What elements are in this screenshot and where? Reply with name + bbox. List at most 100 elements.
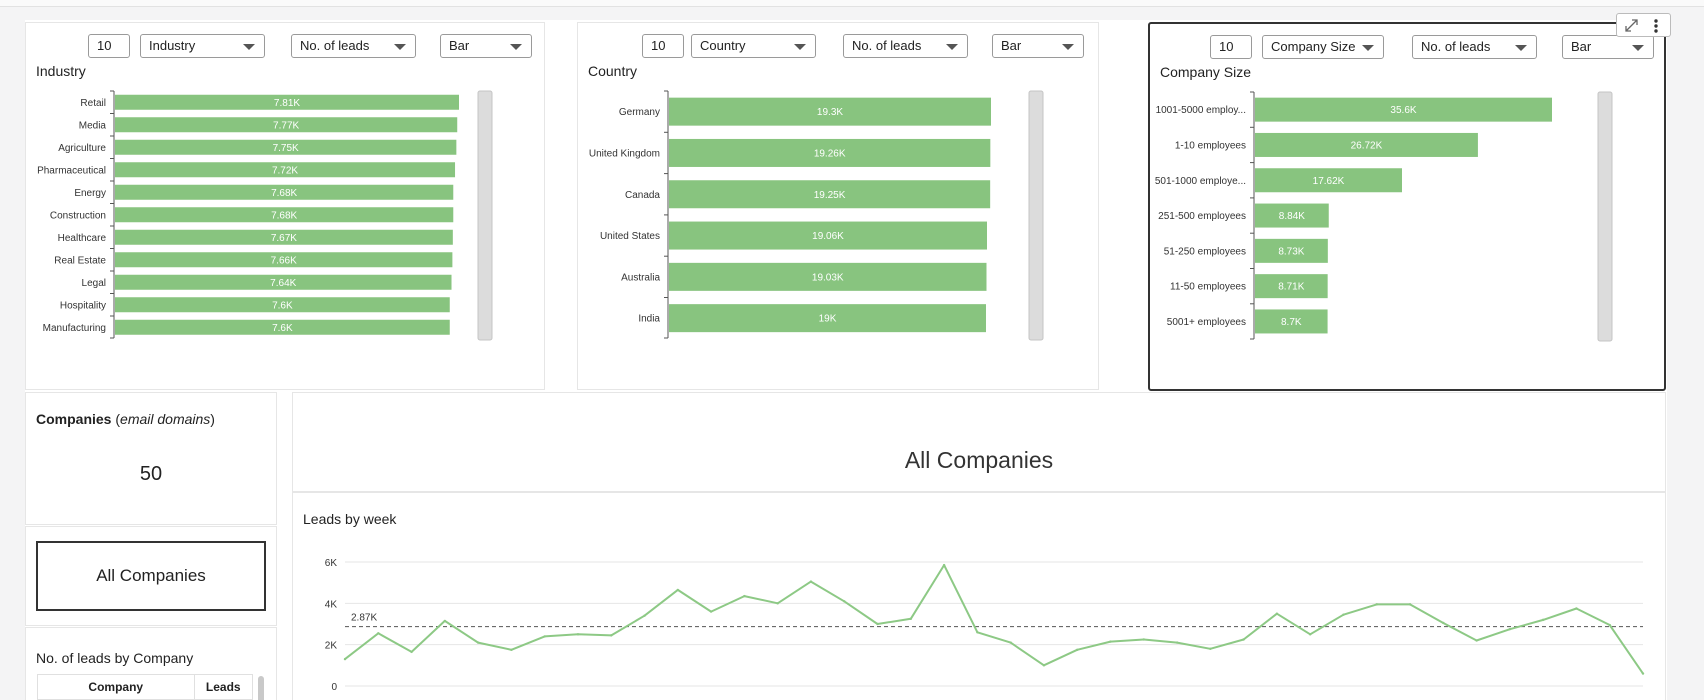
bar[interactable] <box>115 252 453 268</box>
data-point[interactable] <box>543 635 546 638</box>
data-point[interactable] <box>476 641 480 644</box>
data-point[interactable] <box>776 602 779 605</box>
data-point[interactable] <box>876 622 879 626</box>
category-label: 1001-5000 employ... <box>1156 105 1246 116</box>
bar[interactable] <box>669 180 991 209</box>
data-point[interactable] <box>1442 621 1445 625</box>
limit-input[interactable]: 10 <box>1210 35 1252 59</box>
data-point[interactable] <box>1475 639 1478 642</box>
data-point[interactable] <box>676 588 680 592</box>
chart-type-select[interactable]: Bar <box>440 34 532 58</box>
data-point[interactable] <box>576 633 580 636</box>
bar[interactable] <box>115 229 453 245</box>
data-point[interactable] <box>942 563 946 567</box>
data-point[interactable] <box>1308 633 1312 636</box>
country-chart-panel: 10 Country No. of leads Bar Country Germ… <box>577 22 1099 390</box>
y-tick-label: 6K <box>325 558 338 569</box>
dimension-select[interactable]: Country <box>691 34 816 58</box>
data-point[interactable] <box>1042 664 1046 667</box>
measure-select[interactable]: No. of leads <box>1412 35 1537 59</box>
data-point[interactable] <box>1342 613 1345 616</box>
bar[interactable] <box>669 221 987 250</box>
data-point[interactable] <box>1142 638 1145 641</box>
bar[interactable] <box>115 274 452 290</box>
data-point[interactable] <box>410 650 413 654</box>
bar[interactable] <box>115 117 458 133</box>
data-point[interactable] <box>377 632 380 635</box>
chart-type-select[interactable]: Bar <box>1562 35 1654 59</box>
data-point[interactable] <box>1076 648 1079 652</box>
chevron-down-icon <box>946 44 958 50</box>
leads-by-company-table-panel: No. of leads by Company Company Leads <box>25 627 277 700</box>
kebab-menu-icon[interactable] <box>1647 17 1665 35</box>
chart-scrollbar[interactable] <box>1028 90 1044 341</box>
bar[interactable] <box>1255 168 1402 193</box>
top-edge <box>0 0 1704 7</box>
data-point[interactable] <box>1508 627 1512 631</box>
bar[interactable] <box>115 162 456 178</box>
chevron-down-icon <box>1362 45 1374 51</box>
chart-scrollbar[interactable] <box>1597 91 1613 342</box>
data-point[interactable] <box>610 634 613 637</box>
bar[interactable] <box>1255 309 1328 334</box>
bar-value-label: 8.71K <box>1278 282 1304 293</box>
category-label: United Kingdom <box>589 148 660 159</box>
bar[interactable] <box>115 94 459 110</box>
bar[interactable] <box>669 304 986 333</box>
bar[interactable] <box>669 138 991 167</box>
data-point[interactable] <box>1541 618 1545 622</box>
bar[interactable] <box>1255 132 1478 157</box>
data-point[interactable] <box>510 648 513 652</box>
bar[interactable] <box>1255 274 1328 299</box>
data-point[interactable] <box>1408 603 1412 606</box>
table-scrollbar[interactable] <box>258 676 264 700</box>
chart-type-select-value: Bar <box>1001 38 1022 53</box>
data-point[interactable] <box>1275 612 1279 615</box>
data-point[interactable] <box>976 631 979 634</box>
data-point[interactable] <box>743 594 746 598</box>
bar[interactable] <box>115 297 450 313</box>
data-point[interactable] <box>1608 623 1611 627</box>
data-point[interactable] <box>443 619 447 623</box>
leads-series-line[interactable] <box>344 564 1644 675</box>
bar[interactable] <box>669 262 987 291</box>
measure-select[interactable]: No. of leads <box>291 34 416 58</box>
dimension-select[interactable]: Company Size <box>1262 35 1384 59</box>
bar[interactable] <box>115 139 457 155</box>
bar-value-label: 19K <box>819 314 837 325</box>
chart-scrollbar[interactable] <box>477 90 493 341</box>
column-header-company[interactable]: Company <box>38 675 195 699</box>
data-point[interactable] <box>1575 607 1578 610</box>
column-header-leads[interactable]: Leads <box>205 680 241 694</box>
data-point[interactable] <box>909 617 912 621</box>
data-point[interactable] <box>1209 647 1212 650</box>
bar[interactable] <box>115 207 454 223</box>
bar[interactable] <box>1255 238 1328 263</box>
data-point[interactable] <box>809 580 813 583</box>
all-companies-filter-button[interactable]: All Companies <box>36 541 266 611</box>
chart-type-select[interactable]: Bar <box>992 34 1084 58</box>
data-point[interactable] <box>643 614 646 617</box>
expand-icon[interactable] <box>1623 17 1641 35</box>
limit-input[interactable]: 10 <box>88 34 130 58</box>
bar[interactable] <box>1255 97 1552 122</box>
limit-input[interactable]: 10 <box>642 34 684 58</box>
category-label: 1-10 employees <box>1175 140 1246 151</box>
data-point[interactable] <box>343 657 347 661</box>
bar[interactable] <box>115 319 450 335</box>
dimension-select[interactable]: Industry <box>140 34 265 58</box>
data-point[interactable] <box>843 600 846 603</box>
industry-bar-chart: Retail 7.81K Media 7.77K Agriculture 7.75K Pha… <box>37 90 493 341</box>
data-point[interactable] <box>1242 638 1245 641</box>
measure-select[interactable]: No. of leads <box>843 34 968 58</box>
data-point[interactable] <box>1109 640 1112 643</box>
data-point[interactable] <box>1009 641 1012 644</box>
bar[interactable] <box>1255 203 1329 228</box>
category-label: India <box>638 314 660 325</box>
data-point[interactable] <box>1641 672 1645 675</box>
data-point[interactable] <box>1175 641 1179 644</box>
data-point[interactable] <box>1375 603 1378 606</box>
bar[interactable] <box>669 97 991 126</box>
bar[interactable] <box>115 184 454 200</box>
data-point[interactable] <box>709 610 713 613</box>
